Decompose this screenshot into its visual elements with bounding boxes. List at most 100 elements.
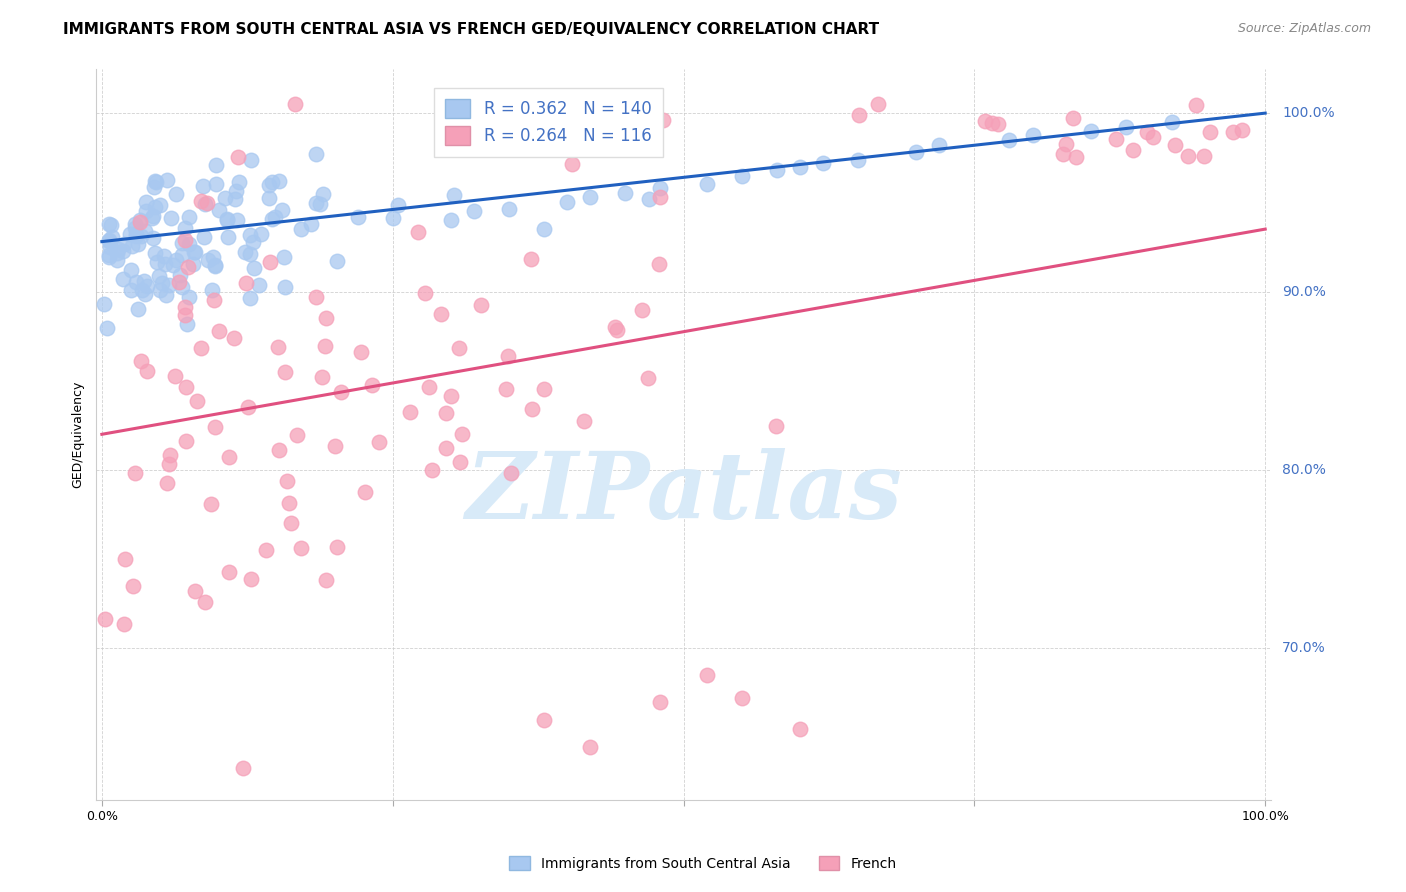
- Point: [299, 217, 322, 231]
- Point: [149, 198, 172, 212]
- Point: [905, 145, 928, 160]
- Point: [1105, 132, 1128, 146]
- Point: [247, 277, 270, 292]
- Point: [239, 291, 262, 305]
- Point: [485, 110, 508, 124]
- Point: [652, 113, 675, 128]
- Point: [267, 442, 290, 457]
- Point: [848, 108, 870, 122]
- Point: [239, 247, 262, 261]
- Point: [346, 210, 368, 224]
- Y-axis label: GED/Equivalency: GED/Equivalency: [72, 381, 84, 488]
- Point: [197, 253, 219, 268]
- Point: [156, 475, 179, 490]
- Point: [127, 236, 149, 251]
- Point: [440, 389, 463, 403]
- Point: [330, 385, 353, 400]
- Point: [121, 238, 143, 252]
- Point: [204, 420, 226, 434]
- Point: [267, 173, 290, 187]
- Point: [204, 158, 226, 172]
- Point: [97, 250, 120, 264]
- Point: [217, 211, 239, 226]
- Point: [131, 283, 153, 297]
- Point: [96, 321, 118, 335]
- Point: [250, 227, 273, 241]
- Point: [447, 341, 470, 355]
- Point: [315, 311, 337, 326]
- Point: [731, 169, 754, 183]
- Point: [112, 616, 135, 631]
- Point: [280, 516, 302, 530]
- Point: [290, 541, 312, 555]
- Point: [174, 380, 197, 394]
- Point: [97, 248, 120, 262]
- Point: [311, 370, 333, 384]
- Point: [259, 255, 281, 269]
- Point: [149, 283, 172, 297]
- Point: [174, 300, 197, 314]
- Point: [100, 240, 122, 254]
- Point: [274, 280, 297, 294]
- Point: [243, 260, 266, 275]
- Point: [184, 584, 207, 599]
- Point: [204, 178, 226, 192]
- Point: [142, 209, 165, 223]
- Point: [195, 196, 218, 211]
- Point: [155, 287, 177, 301]
- Point: [264, 210, 287, 224]
- Point: [186, 394, 208, 409]
- Point: [579, 739, 602, 754]
- Point: [107, 243, 129, 257]
- Point: [118, 227, 141, 241]
- Point: [533, 222, 555, 236]
- Point: [974, 114, 997, 128]
- Point: [368, 435, 391, 450]
- Point: [124, 221, 146, 235]
- Point: [443, 187, 465, 202]
- Point: [143, 173, 166, 187]
- Point: [637, 192, 659, 206]
- Point: [315, 573, 337, 587]
- Point: [204, 259, 226, 273]
- Point: [470, 298, 492, 312]
- Legend: Immigrants from South Central Asia, French: Immigrants from South Central Asia, Fren…: [503, 850, 903, 876]
- Point: [603, 319, 626, 334]
- Point: [181, 257, 204, 271]
- Point: [650, 695, 672, 709]
- Point: [124, 466, 146, 480]
- Point: [274, 366, 297, 380]
- Point: [981, 115, 1004, 129]
- Point: [495, 382, 517, 396]
- Point: [406, 225, 429, 239]
- Point: [789, 160, 811, 174]
- Point: [134, 274, 156, 288]
- Point: [398, 405, 420, 419]
- Point: [145, 176, 167, 190]
- Point: [987, 117, 1010, 131]
- Point: [134, 286, 156, 301]
- Point: [174, 308, 197, 322]
- Point: [637, 371, 659, 385]
- Point: [165, 252, 187, 267]
- Point: [218, 450, 240, 464]
- Point: [381, 211, 404, 226]
- Point: [284, 97, 307, 112]
- Point: [236, 401, 259, 415]
- Point: [278, 496, 301, 510]
- Point: [169, 268, 191, 282]
- Point: [1054, 137, 1077, 152]
- Point: [232, 761, 254, 775]
- Point: [112, 272, 135, 286]
- Point: [305, 196, 328, 211]
- Point: [361, 377, 384, 392]
- Point: [235, 276, 257, 290]
- Point: [190, 194, 212, 209]
- Point: [418, 380, 440, 394]
- Point: [174, 434, 197, 448]
- Point: [1163, 137, 1185, 152]
- Point: [290, 221, 312, 235]
- Point: [533, 382, 555, 396]
- Point: [157, 457, 180, 471]
- Point: [325, 254, 347, 268]
